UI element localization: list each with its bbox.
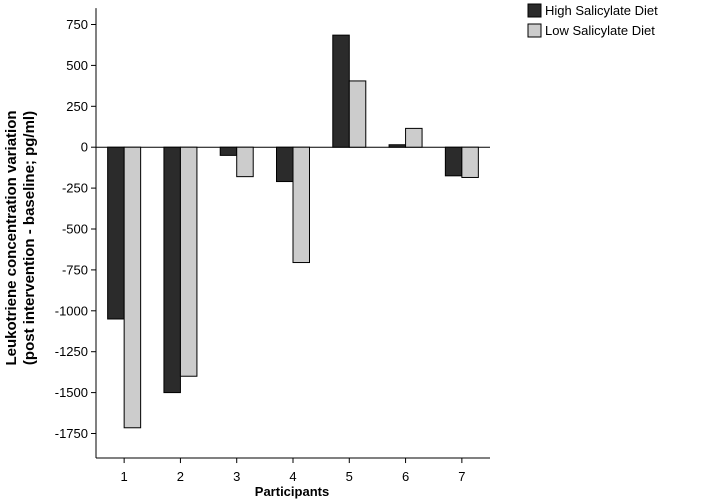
bar-low xyxy=(179,146,198,377)
bar-high xyxy=(388,144,407,148)
bar-low xyxy=(236,146,254,178)
y-tick-label: 500 xyxy=(66,58,88,73)
y-tick-label: -500 xyxy=(62,222,88,237)
y-tick-label: -750 xyxy=(62,262,88,277)
bars xyxy=(107,34,479,429)
bar-high xyxy=(219,146,238,156)
bar-low xyxy=(123,146,142,429)
y-tick-label: -1250 xyxy=(55,344,88,359)
y-tick-label: 750 xyxy=(66,17,88,32)
y-tick-label: -250 xyxy=(62,181,88,196)
legend-label-low: Low Salicylate Diet xyxy=(545,23,655,38)
legend-label-high: High Salicylate Diet xyxy=(545,3,658,18)
y-axis-title-line1: Leukotriene concentration variation xyxy=(3,110,20,365)
bar-high xyxy=(444,146,463,177)
x-tick-label: 1 xyxy=(121,469,128,484)
y-tick-label: -1500 xyxy=(55,385,88,400)
x-tick-label: 7 xyxy=(458,469,465,484)
bar-high xyxy=(163,146,181,394)
bar-low xyxy=(292,146,310,264)
x-axis: 1 2 3 4 5 6 7 xyxy=(96,457,490,484)
x-tick-label: 2 xyxy=(177,469,184,484)
bar-high xyxy=(332,34,350,148)
bar-low xyxy=(461,146,479,178)
bar-high xyxy=(276,146,294,183)
bar-low xyxy=(405,127,423,148)
bar-low xyxy=(348,80,367,148)
legend-swatch-low xyxy=(527,23,542,38)
x-tick-label: 3 xyxy=(233,469,240,484)
x-axis-title: Participants xyxy=(255,484,329,499)
y-axis-title-line2: (post intervention - baseline; pg/ml) xyxy=(21,111,38,365)
x-tick-label: 5 xyxy=(346,469,353,484)
legend-swatch-high xyxy=(527,3,542,18)
y-tick-label: -1000 xyxy=(55,303,88,318)
y-tick-label: 250 xyxy=(66,99,88,114)
y-tick-label: 0 xyxy=(81,140,88,155)
y-tick-label: -1750 xyxy=(55,426,88,441)
x-tick-label: 6 xyxy=(402,469,409,484)
bar-high xyxy=(107,146,125,320)
legend: High Salicylate Diet Low Salicylate Diet xyxy=(527,3,658,38)
y-axis: 750 500 250 0 -250 -500 -750 -1000 -1250 -1500 -17… xyxy=(55,8,97,459)
x-tick-label: 4 xyxy=(289,469,296,484)
